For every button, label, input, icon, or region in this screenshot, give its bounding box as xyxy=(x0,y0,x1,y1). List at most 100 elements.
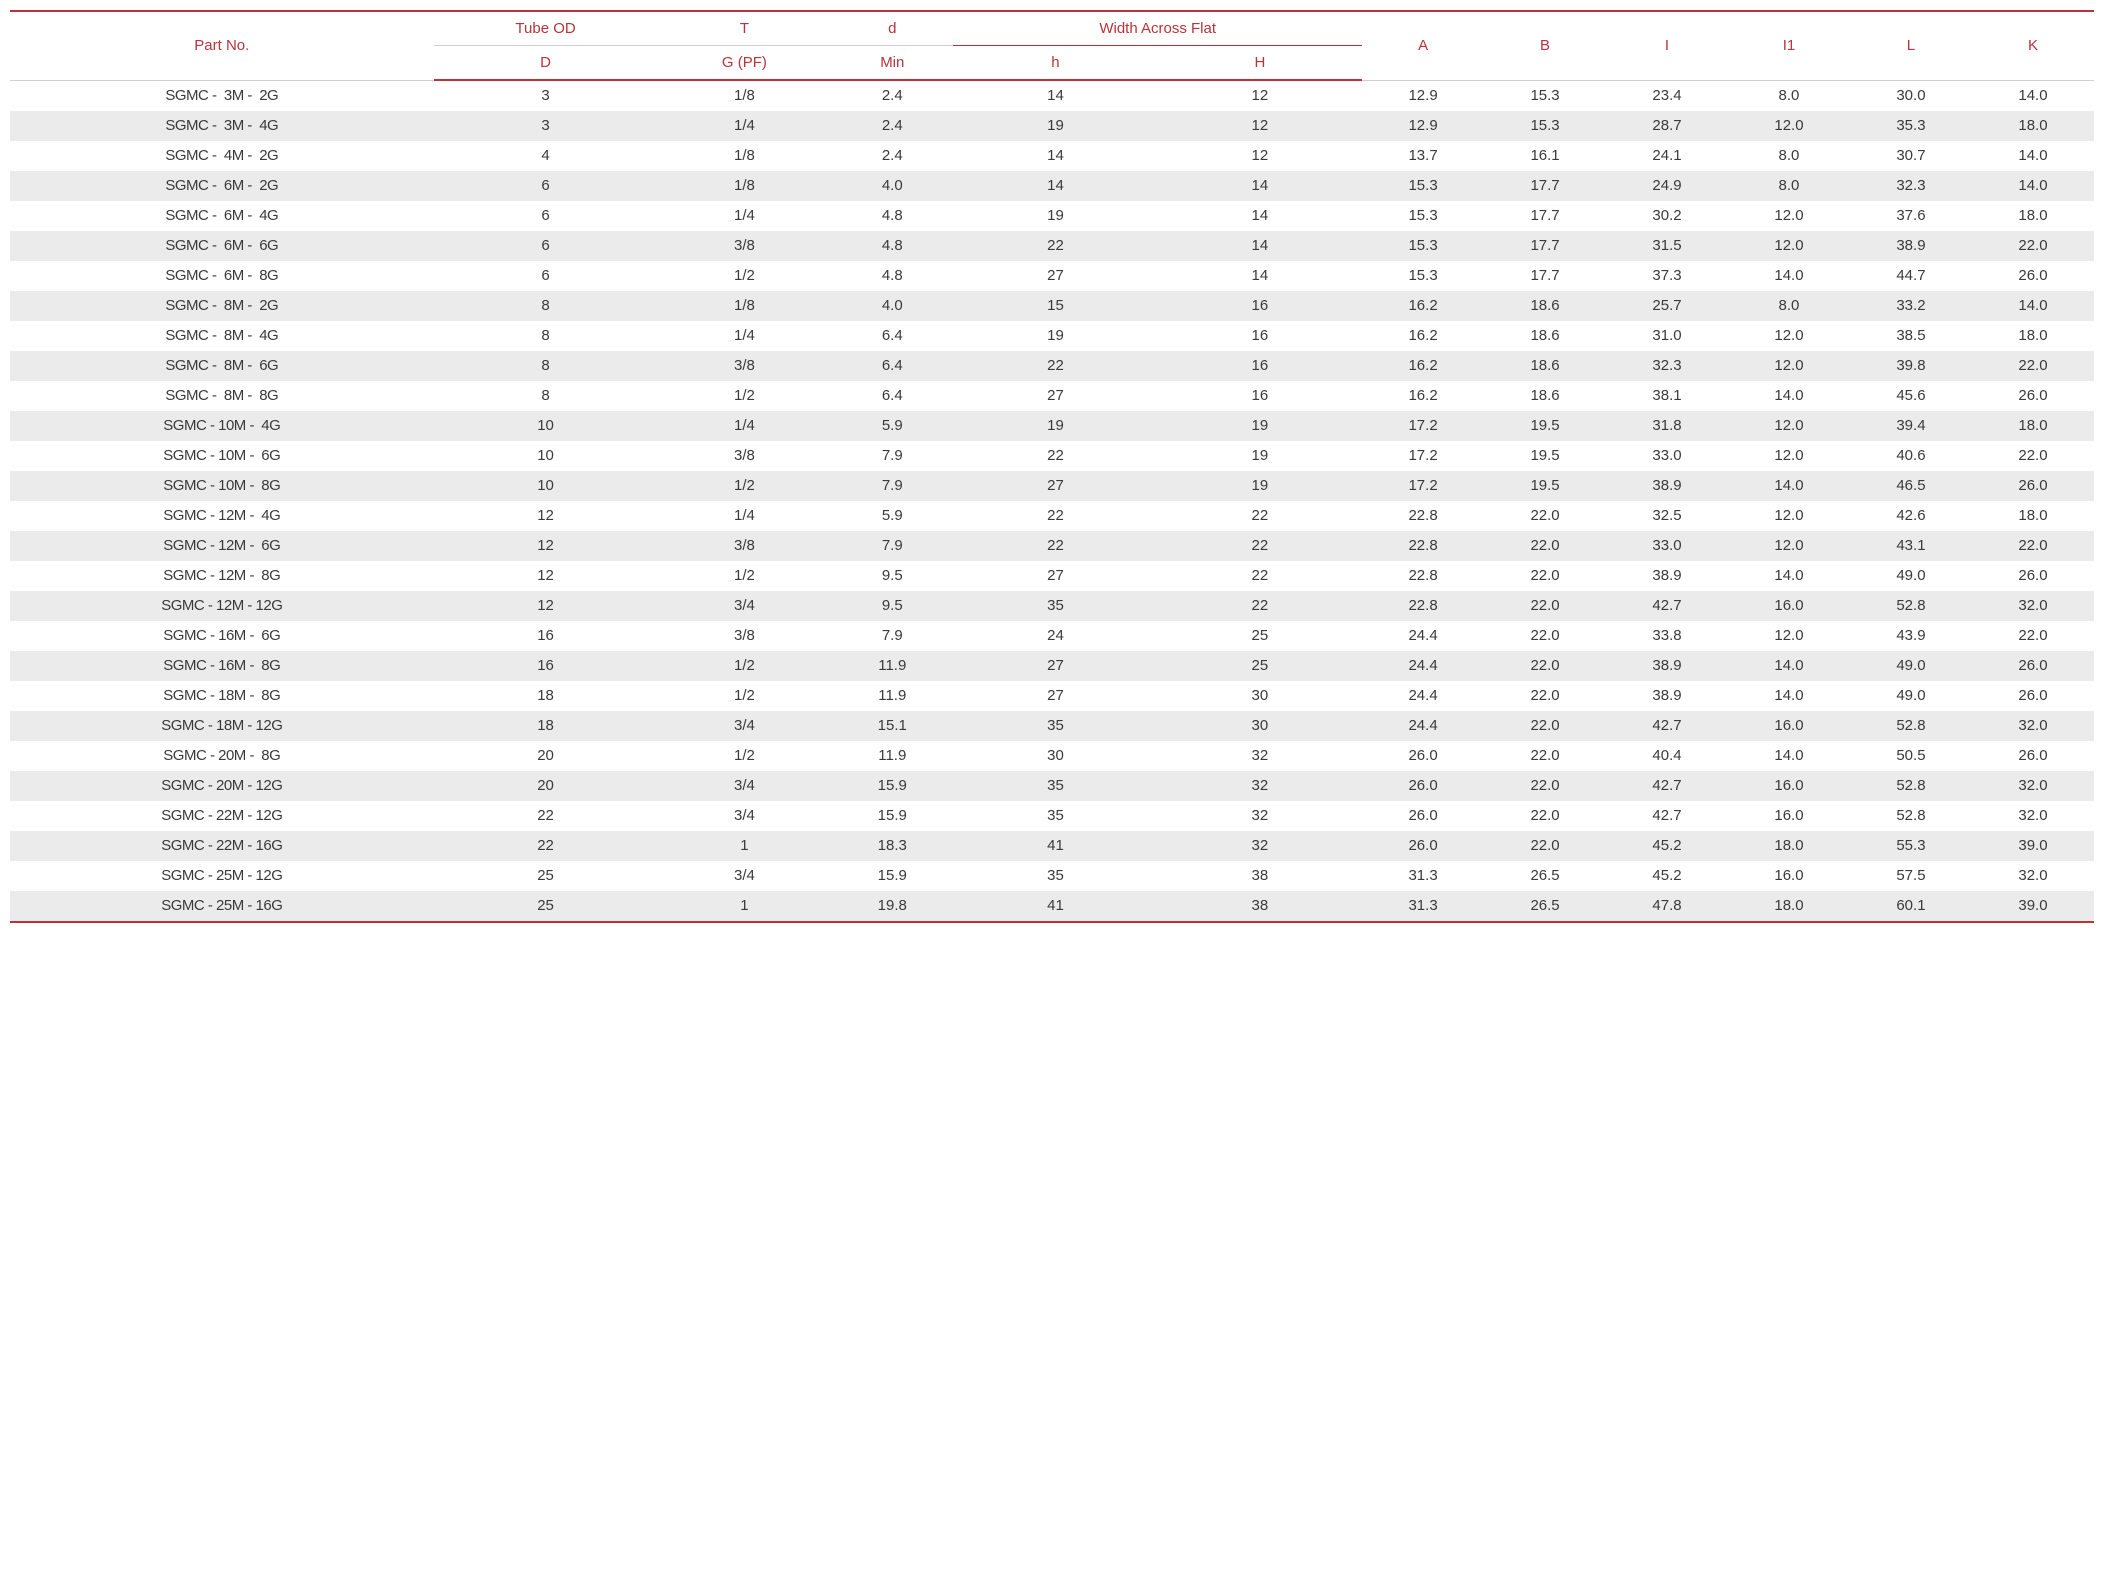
cell-b: 17.7 xyxy=(1484,201,1606,231)
cell-l: 45.6 xyxy=(1850,381,1972,411)
cell-h-lower: 19 xyxy=(953,411,1157,441)
cell-i: 31.0 xyxy=(1606,321,1728,351)
cell-dmin: 11.9 xyxy=(831,741,953,771)
cell-t: 1/4 xyxy=(658,111,832,141)
cell-l: 50.5 xyxy=(1850,741,1972,771)
cell-i1: 12.0 xyxy=(1728,321,1850,351)
cell-i1: 14.0 xyxy=(1728,261,1850,291)
cell-k: 39.0 xyxy=(1972,891,2094,922)
cell-k: 18.0 xyxy=(1972,501,2094,531)
cell-k: 18.0 xyxy=(1972,321,2094,351)
cell-k: 22.0 xyxy=(1972,621,2094,651)
cell-t: 3/8 xyxy=(658,441,832,471)
cell-tube-od: 12 xyxy=(434,501,658,531)
cell-t: 1/4 xyxy=(658,321,832,351)
cell-b: 17.7 xyxy=(1484,171,1606,201)
cell-k: 26.0 xyxy=(1972,681,2094,711)
cell-t: 1/2 xyxy=(658,561,832,591)
cell-l: 49.0 xyxy=(1850,651,1972,681)
cell-b: 22.0 xyxy=(1484,741,1606,771)
cell-dmin: 6.4 xyxy=(831,321,953,351)
cell-t: 1/2 xyxy=(658,651,832,681)
cell-k: 32.0 xyxy=(1972,861,2094,891)
cell-h-lower: 27 xyxy=(953,261,1157,291)
cell-i: 42.7 xyxy=(1606,801,1728,831)
cell-a: 22.8 xyxy=(1362,531,1484,561)
cell-tube-od: 6 xyxy=(434,231,658,261)
col-t-bottom: G (PF) xyxy=(658,46,832,81)
cell-tube-od: 18 xyxy=(434,711,658,741)
cell-tube-od: 3 xyxy=(434,111,658,141)
cell-i1: 16.0 xyxy=(1728,801,1850,831)
cell-i: 42.7 xyxy=(1606,771,1728,801)
cell-part-no: SGMC - 6M - 8G xyxy=(10,261,434,291)
cell-l: 44.7 xyxy=(1850,261,1972,291)
table-row: SGMC - 6M - 4G61/44.8191415.317.730.212.… xyxy=(10,201,2094,231)
cell-h-upper: 14 xyxy=(1158,171,1362,201)
cell-l: 33.2 xyxy=(1850,291,1972,321)
table-row: SGMC - 16M - 6G163/87.9242524.422.033.81… xyxy=(10,621,2094,651)
cell-b: 22.0 xyxy=(1484,831,1606,861)
cell-i: 28.7 xyxy=(1606,111,1728,141)
cell-dmin: 15.9 xyxy=(831,771,953,801)
cell-h-upper: 14 xyxy=(1158,201,1362,231)
cell-i: 42.7 xyxy=(1606,591,1728,621)
cell-i: 38.9 xyxy=(1606,561,1728,591)
cell-dmin: 15.9 xyxy=(831,801,953,831)
cell-i: 42.7 xyxy=(1606,711,1728,741)
cell-b: 22.0 xyxy=(1484,771,1606,801)
cell-i: 25.7 xyxy=(1606,291,1728,321)
cell-k: 26.0 xyxy=(1972,651,2094,681)
cell-a: 15.3 xyxy=(1362,201,1484,231)
cell-part-no: SGMC - 10M - 4G xyxy=(10,411,434,441)
cell-tube-od: 16 xyxy=(434,651,658,681)
cell-k: 18.0 xyxy=(1972,201,2094,231)
cell-part-no: SGMC - 6M - 6G xyxy=(10,231,434,261)
cell-part-no: SGMC - 8M - 6G xyxy=(10,351,434,381)
cell-tube-od: 8 xyxy=(434,291,658,321)
cell-dmin: 2.4 xyxy=(831,111,953,141)
cell-tube-od: 8 xyxy=(434,351,658,381)
cell-dmin: 19.8 xyxy=(831,891,953,922)
cell-i1: 18.0 xyxy=(1728,831,1850,861)
cell-k: 26.0 xyxy=(1972,381,2094,411)
cell-h-lower: 22 xyxy=(953,351,1157,381)
cell-a: 17.2 xyxy=(1362,441,1484,471)
cell-l: 52.8 xyxy=(1850,801,1972,831)
cell-i: 45.2 xyxy=(1606,831,1728,861)
cell-t: 3/8 xyxy=(658,231,832,261)
cell-t: 1 xyxy=(658,831,832,861)
cell-i1: 16.0 xyxy=(1728,711,1850,741)
cell-b: 17.7 xyxy=(1484,261,1606,291)
cell-dmin: 4.8 xyxy=(831,231,953,261)
col-tube-od-top: Tube OD xyxy=(434,11,658,46)
cell-dmin: 2.4 xyxy=(831,141,953,171)
cell-b: 22.0 xyxy=(1484,621,1606,651)
cell-tube-od: 3 xyxy=(434,80,658,111)
cell-t: 1/2 xyxy=(658,261,832,291)
cell-k: 14.0 xyxy=(1972,141,2094,171)
cell-a: 22.8 xyxy=(1362,591,1484,621)
cell-i: 38.1 xyxy=(1606,381,1728,411)
cell-dmin: 9.5 xyxy=(831,561,953,591)
cell-h-upper: 32 xyxy=(1158,831,1362,861)
cell-i1: 8.0 xyxy=(1728,141,1850,171)
cell-a: 26.0 xyxy=(1362,741,1484,771)
cell-h-upper: 38 xyxy=(1158,861,1362,891)
cell-t: 1/4 xyxy=(658,201,832,231)
cell-part-no: SGMC - 6M - 4G xyxy=(10,201,434,231)
cell-k: 14.0 xyxy=(1972,291,2094,321)
table-row: SGMC - 6M - 6G63/84.8221415.317.731.512.… xyxy=(10,231,2094,261)
cell-t: 1/8 xyxy=(658,141,832,171)
cell-dmin: 5.9 xyxy=(831,501,953,531)
cell-l: 32.3 xyxy=(1850,171,1972,201)
cell-k: 39.0 xyxy=(1972,831,2094,861)
cell-h-lower: 35 xyxy=(953,771,1157,801)
cell-tube-od: 20 xyxy=(434,741,658,771)
cell-b: 22.0 xyxy=(1484,711,1606,741)
cell-l: 49.0 xyxy=(1850,681,1972,711)
cell-i: 24.9 xyxy=(1606,171,1728,201)
cell-i1: 12.0 xyxy=(1728,351,1850,381)
col-l: L xyxy=(1850,11,1972,80)
table-row: SGMC - 10M - 8G101/27.9271917.219.538.91… xyxy=(10,471,2094,501)
